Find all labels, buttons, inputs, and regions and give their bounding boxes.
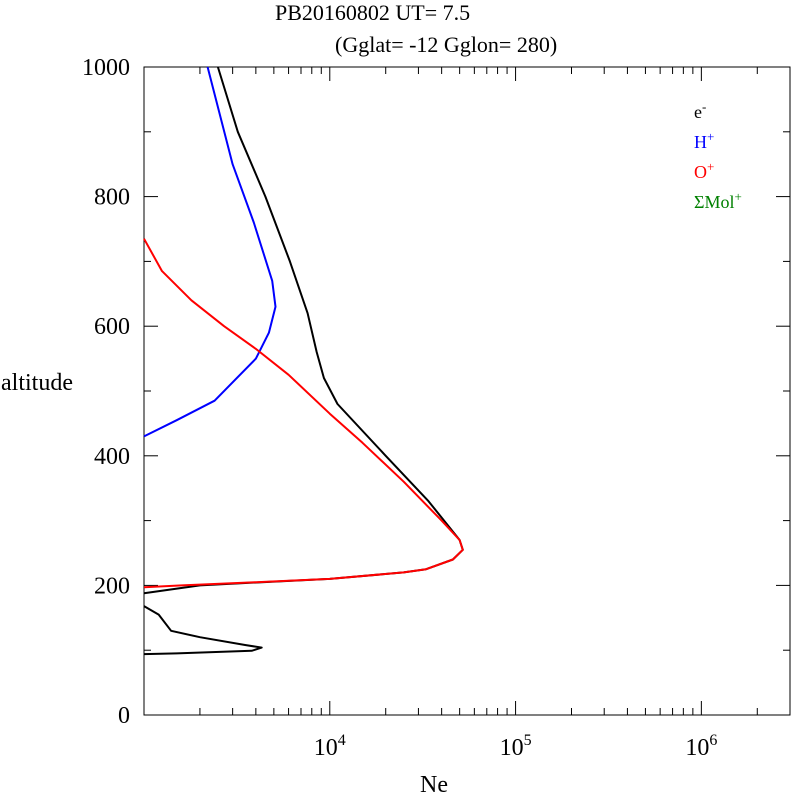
x-tick-label: 106: [685, 732, 717, 761]
y-tick-label: 1000: [82, 55, 130, 81]
series-line-e: [143, 605, 263, 656]
legend-item: e-: [694, 99, 706, 122]
series-line-e: [143, 66, 464, 595]
y-tick-label: 600: [94, 314, 130, 340]
x-axis-label: Ne: [420, 772, 448, 796]
legend-item: H+: [694, 129, 714, 152]
legend: e- H+ O+ ΣMol+: [694, 99, 742, 212]
chart-title-line1: PB20160802 UT= 7.5: [275, 0, 470, 25]
chart-title-line2: (Gglat= -12 Gglon= 280): [335, 32, 557, 57]
series-layer: [143, 66, 464, 656]
y-tick-label: 0: [118, 703, 130, 729]
axis-tick-labels: 0 200 400 600 800 1000 104 105 106: [82, 55, 717, 761]
y-axis-label: altitude: [1, 370, 73, 396]
legend-item: ΣMol+: [694, 189, 742, 212]
y-tick-label: 200: [94, 573, 130, 599]
axis-ticks: [143, 66, 791, 716]
y-tick-label: 800: [94, 185, 130, 211]
x-tick-label: 105: [500, 732, 532, 761]
series-line-O: [143, 238, 464, 589]
x-tick-label: 104: [314, 732, 346, 761]
series-line-H: [143, 66, 277, 438]
legend-item: O+: [694, 159, 714, 182]
y-tick-label: 400: [94, 444, 130, 470]
